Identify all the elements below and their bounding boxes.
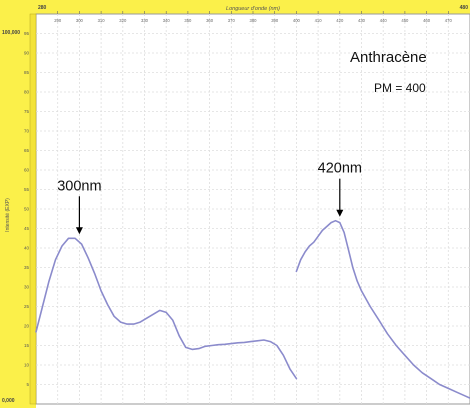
x-tick-label: 370 (228, 18, 236, 23)
series-line-1 (35, 237, 298, 380)
x-axis-title: Longueur d'onde (nm) (226, 6, 280, 12)
y-tick-label: 95 (24, 31, 30, 36)
x-tick-label: 310 (98, 18, 106, 23)
molecular-weight-label: PM = 400 (374, 81, 426, 95)
x-tick-label: 300 (76, 18, 84, 23)
peak-420nm-label: 420nm (318, 161, 362, 177)
x-tick-label: 420 (336, 18, 344, 23)
series-line-2 (295, 219, 470, 399)
x-corner-right-label: 480 (460, 5, 469, 11)
y-tick-label: 85 (24, 70, 30, 75)
y-tick-label: 30 (24, 285, 30, 290)
y-tick-label: 75 (24, 109, 30, 114)
y-tick-label: 10 (24, 363, 30, 368)
grid-lines (36, 14, 470, 404)
x-tick-label: 410 (315, 18, 323, 23)
y-tick-label: 50 (24, 207, 30, 212)
x-tick-label: 390 (271, 18, 279, 23)
y-axis-title: Intensité (EXP) (5, 198, 11, 232)
y-tick-label: 5 (26, 382, 29, 387)
y-tick-label: 55 (24, 187, 30, 192)
y-tick-label: 35 (24, 265, 30, 270)
x-tick-label: 330 (141, 18, 149, 23)
x-tick-label: 470 (445, 18, 453, 23)
y-tick-labels: 5 10 15 20 25 30 35 40 45 50 55 60 65 70 75 80 85 90 95 (24, 31, 30, 387)
x-tick-label: 320 (119, 18, 127, 23)
y-axis-inner-bar (29, 13, 37, 405)
x-tick-labels: 290 300 310 320 330 340 350 360 370 380 390 400 410 4… (54, 11, 452, 23)
y-tick-label: 60 (24, 168, 30, 173)
peak-420nm-arrowhead (336, 209, 344, 217)
x-tick-label: 340 (163, 18, 171, 23)
y-tick-label: 25 (24, 304, 30, 309)
x-tick-label: 360 (206, 18, 214, 23)
x-corner-left-label: 280 (38, 5, 47, 11)
compound-name-label: Anthracène (350, 49, 427, 66)
x-tick-label: 290 (54, 18, 62, 23)
peak-300nm-label: 300nm (57, 178, 101, 194)
y-tick-label: 45 (24, 226, 30, 231)
series-lines (35, 219, 470, 399)
x-axis-band (0, 0, 470, 14)
x-tick-label: 400 (293, 18, 301, 23)
y-tick-label: 15 (24, 343, 30, 348)
y-corner-top-label: 100,000 (2, 30, 20, 36)
y-corner-bottom-label: 0,000 (2, 398, 15, 404)
y-tick-label: 40 (24, 246, 30, 251)
x-tick-label: 440 (380, 18, 388, 23)
y-tick-label: 70 (24, 129, 30, 134)
peak-300nm-arrowhead (75, 227, 83, 235)
x-tick-label: 380 (250, 18, 258, 23)
y-tick-label: 90 (24, 51, 30, 56)
x-tick-label: 350 (184, 18, 192, 23)
y-tick-label: 65 (24, 148, 30, 153)
x-tick-label: 460 (423, 18, 431, 23)
y-tick-label: 80 (24, 90, 30, 95)
y-tick-label: 20 (24, 324, 30, 329)
x-tick-label: 450 (401, 18, 409, 23)
x-tick-label: 430 (358, 18, 366, 23)
